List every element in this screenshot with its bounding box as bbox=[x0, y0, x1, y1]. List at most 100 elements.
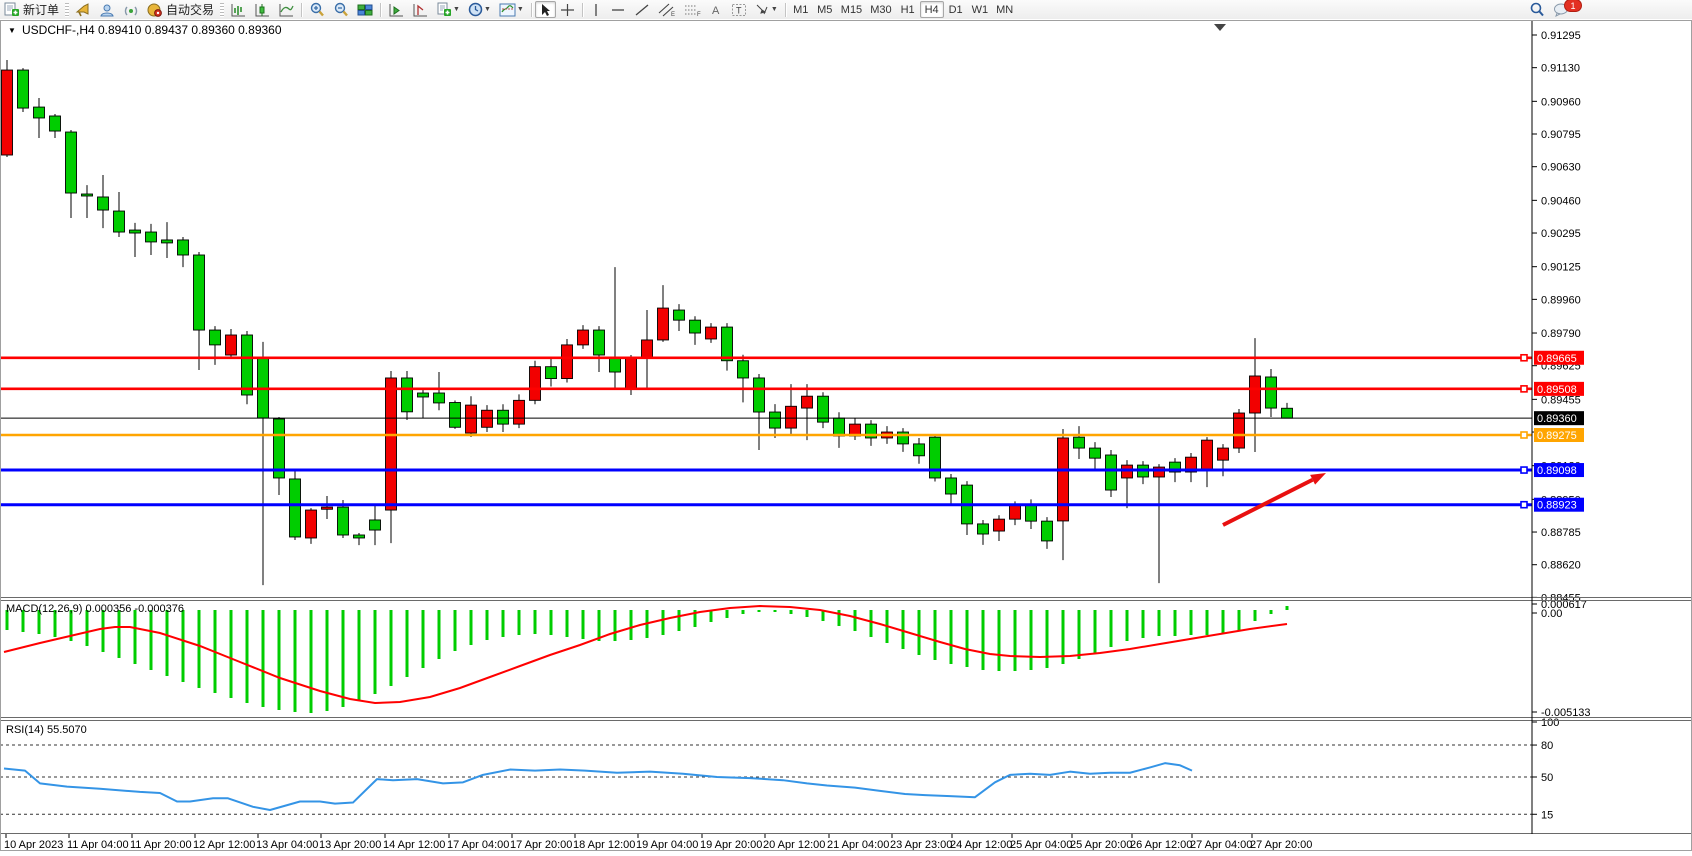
chart-line-button[interactable] bbox=[274, 1, 298, 18]
trend-arrow-head[interactable] bbox=[1310, 473, 1326, 485]
candle-body bbox=[1249, 375, 1261, 414]
candle-body bbox=[33, 106, 45, 119]
macd-histogram-bar bbox=[1173, 610, 1177, 636]
line-chart-icon bbox=[279, 3, 294, 16]
y-axis-label: 0.90460 bbox=[1541, 195, 1581, 207]
period-clock-button[interactable]: ▼ bbox=[464, 1, 495, 18]
candle-body bbox=[1073, 436, 1085, 449]
templates-button[interactable]: ▼ bbox=[495, 1, 528, 18]
x-axis-label: 20 Apr 12:00 bbox=[763, 839, 825, 851]
macd-histogram-bar bbox=[757, 610, 761, 612]
candle-body bbox=[1185, 456, 1197, 473]
tile-windows-icon bbox=[357, 4, 373, 15]
zoom-in-button[interactable] bbox=[305, 1, 329, 18]
macd-histogram-bar bbox=[901, 610, 905, 649]
timeframe-m1[interactable]: M1 bbox=[793, 3, 809, 16]
candle-body bbox=[241, 334, 253, 396]
macd-histogram-bar bbox=[773, 610, 777, 612]
trend-arrow-line[interactable] bbox=[1222, 477, 1314, 527]
svg-text:T: T bbox=[736, 5, 742, 15]
chart-canvas[interactable]: 0.91295 0.91130 0.90960 0.90795 0.90630 0.904… bbox=[0, 19, 1692, 851]
timeframe-m15[interactable]: M15 bbox=[840, 3, 863, 16]
new-order-button[interactable]: 新订单 bbox=[0, 1, 63, 18]
horizontal-line-button[interactable] bbox=[606, 1, 630, 18]
timeframe-w1[interactable]: W1 bbox=[971, 3, 989, 16]
price-marker-label: 0.89508 bbox=[1537, 384, 1577, 396]
macd-histogram-bar bbox=[325, 610, 329, 711]
macd-histogram-bar bbox=[357, 610, 361, 701]
candle-body bbox=[177, 239, 189, 256]
chat-button[interactable]: 1 bbox=[1549, 0, 1582, 18]
x-axis-label: 25 Apr 20:00 bbox=[1070, 839, 1132, 851]
arrows-button[interactable]: ▼ bbox=[751, 1, 782, 18]
candle-body bbox=[993, 518, 1005, 532]
macd-axis-label: 0.000617 bbox=[1541, 599, 1587, 611]
price-line-handle bbox=[1520, 353, 1528, 362]
cursor-button[interactable] bbox=[534, 1, 556, 18]
text-button[interactable]: A bbox=[706, 1, 727, 18]
tile-windows-button[interactable] bbox=[353, 1, 377, 18]
candle-body bbox=[305, 509, 317, 539]
macd-histogram-bar bbox=[949, 610, 953, 664]
macd-histogram-bar bbox=[1157, 610, 1161, 636]
timeframe-mn[interactable]: MN bbox=[996, 3, 1014, 16]
add-indicator-button[interactable]: ▼ bbox=[432, 1, 464, 18]
crosshair-button[interactable] bbox=[556, 1, 579, 18]
objects-button[interactable] bbox=[408, 1, 432, 18]
x-axis-label: 10 Apr 2023 bbox=[4, 839, 63, 851]
macd-axis-label: -0.005133 bbox=[1541, 707, 1591, 719]
text-label-icon: T bbox=[731, 3, 746, 16]
timeframe-d1[interactable]: D1 bbox=[948, 3, 963, 16]
x-axis-label: 18 Apr 12:00 bbox=[573, 839, 635, 851]
zoom-out-button[interactable] bbox=[329, 1, 353, 18]
toolbar-separator bbox=[380, 2, 382, 17]
channel-button[interactable]: E bbox=[654, 1, 680, 18]
macd-histogram-bar bbox=[245, 610, 249, 703]
search-button[interactable] bbox=[1525, 1, 1549, 18]
symbol-dropdown-icon: ▼ bbox=[8, 26, 16, 35]
community-button[interactable] bbox=[95, 1, 119, 18]
timeframe-m5[interactable]: M5 bbox=[817, 3, 833, 16]
fibonacci-button[interactable]: F bbox=[680, 1, 706, 18]
macd-histogram-bar bbox=[405, 610, 409, 677]
timeframe-m30[interactable]: M30 bbox=[870, 3, 892, 16]
timeframe-h1[interactable]: H1 bbox=[900, 3, 915, 16]
dropdown-caret-icon: ▼ bbox=[453, 6, 460, 13]
trendline-button[interactable] bbox=[630, 1, 654, 18]
candle-body bbox=[97, 196, 109, 211]
candle-body bbox=[1025, 504, 1037, 522]
timeframe-h4[interactable]: H4 bbox=[919, 1, 944, 18]
chart-candles-button[interactable] bbox=[250, 1, 274, 18]
auto-trading-button[interactable]: 自动交易 bbox=[143, 1, 218, 18]
rsi-label: RSI(14) 55.5070 bbox=[6, 724, 87, 736]
indicators-button[interactable] bbox=[384, 1, 408, 18]
x-axis-label: 23 Apr 23:00 bbox=[890, 839, 952, 851]
candle-body bbox=[481, 409, 493, 428]
macd-histogram-bar bbox=[1109, 610, 1113, 647]
rsi-axis-label: 80 bbox=[1541, 740, 1553, 752]
signals-button[interactable] bbox=[119, 1, 143, 18]
chart-window[interactable]: 0.91295 0.91130 0.90960 0.90795 0.90630 0.904… bbox=[0, 19, 1692, 851]
chart-bars-button[interactable] bbox=[226, 1, 250, 18]
x-axis-label: 25 Apr 04:00 bbox=[1010, 839, 1072, 851]
candle-body bbox=[49, 115, 61, 132]
vertical-line-button[interactable] bbox=[586, 1, 606, 18]
alerts-button[interactable] bbox=[71, 1, 95, 18]
candle-body bbox=[289, 478, 301, 538]
clock-icon bbox=[468, 2, 483, 17]
person-cloud-icon bbox=[100, 4, 114, 16]
zoom-in-icon bbox=[310, 2, 324, 17]
candle-body bbox=[945, 477, 957, 495]
y-axis-label: 0.90295 bbox=[1541, 228, 1581, 240]
macd-histogram-bar bbox=[1013, 610, 1017, 671]
candle-body bbox=[161, 239, 173, 244]
text-icon: A bbox=[712, 5, 720, 17]
candle-body bbox=[369, 519, 381, 531]
y-axis-label: 0.90125 bbox=[1541, 262, 1581, 274]
macd-histogram-bar bbox=[933, 610, 937, 660]
chart-shift-marker-icon bbox=[1214, 24, 1226, 31]
candle-body bbox=[561, 344, 573, 380]
text-label-button[interactable]: T bbox=[727, 1, 751, 18]
signal-icon bbox=[124, 6, 138, 15]
horn-icon bbox=[75, 2, 89, 16]
